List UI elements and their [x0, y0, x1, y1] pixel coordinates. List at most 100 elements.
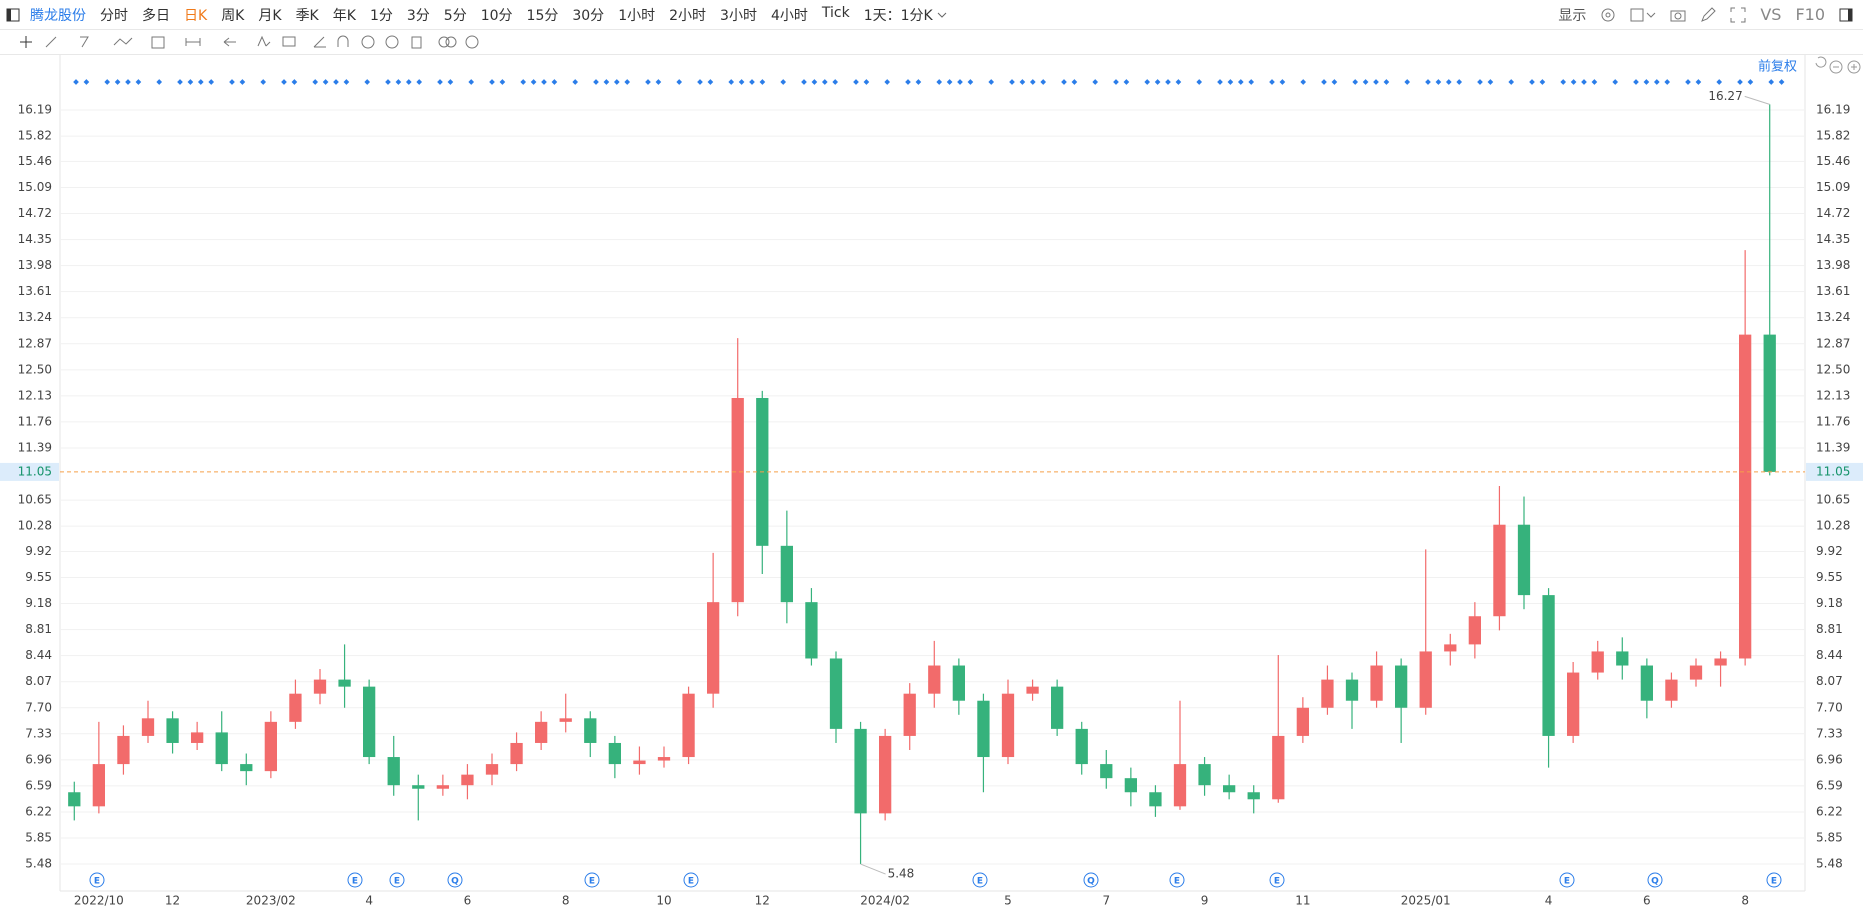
- event-marker[interactable]: [1559, 872, 1575, 888]
- period-button[interactable]: 季K: [295, 7, 319, 24]
- period-button[interactable]: 15分: [526, 7, 559, 24]
- event-marker[interactable]: [584, 872, 600, 888]
- period-button[interactable]: 1小时: [618, 7, 656, 24]
- period-button[interactable]: 周K: [221, 7, 245, 24]
- panel-toggle[interactable]: [1839, 8, 1853, 22]
- zoom-controls[interactable]: [1815, 56, 1861, 74]
- y-tick-label: 8.44: [25, 648, 52, 662]
- x-tick-label: 4: [365, 894, 373, 908]
- min-leader: [860, 863, 886, 875]
- adjust-label[interactable]: 前复权: [1758, 59, 1797, 75]
- news-dot: [1227, 79, 1234, 85]
- line-tool[interactable]: [45, 36, 57, 48]
- candle-body: [682, 693, 695, 758]
- x-tick-label: 5: [1004, 894, 1012, 908]
- measure-tool[interactable]: [185, 38, 201, 46]
- event-marker[interactable]: [972, 872, 988, 888]
- news-dot: [343, 79, 350, 85]
- y-tick-label-right: 15.09: [1816, 180, 1850, 194]
- news-dot: [655, 79, 662, 85]
- event-marker[interactable]: [683, 872, 699, 888]
- period-button[interactable]: 年K: [332, 7, 356, 24]
- reset-icon[interactable]: [1815, 56, 1827, 68]
- candle-body: [68, 792, 81, 807]
- magnet-tool[interactable]: [337, 35, 349, 47]
- news-dot: [73, 79, 79, 85]
- zoom-out[interactable]: [1829, 60, 1843, 74]
- period-button[interactable]: 2小时: [669, 7, 707, 24]
- period-button[interactable]: 1天：1分K: [863, 7, 933, 24]
- angle-tool[interactable]: [313, 36, 326, 48]
- candle-body: [387, 757, 400, 786]
- candle-body: [1616, 651, 1629, 666]
- period-button[interactable]: 多日: [142, 7, 170, 24]
- news-dot: [1196, 79, 1203, 85]
- delete-tool[interactable]: [411, 36, 422, 49]
- arrow-tool[interactable]: [223, 37, 236, 47]
- news-dot: [229, 79, 235, 85]
- note-tool[interactable]: [282, 36, 296, 47]
- event-marker[interactable]: [89, 872, 105, 888]
- event-marker[interactable]: [1647, 872, 1663, 888]
- period-button[interactable]: 日K: [184, 7, 208, 24]
- lock-tool[interactable]: [361, 35, 375, 49]
- layout-icon[interactable]: [1630, 7, 1656, 23]
- period-button[interactable]: 1分: [369, 7, 393, 24]
- news-dot: [541, 79, 547, 85]
- period-button[interactable]: 5分: [443, 7, 467, 24]
- y-tick-label: 12.13: [18, 388, 52, 402]
- period-button[interactable]: 分时: [100, 7, 128, 24]
- y-tick-label-right: 7.70: [1816, 700, 1843, 714]
- last-price-box: [0, 462, 59, 481]
- f10-button[interactable]: F10: [1795, 5, 1825, 24]
- y-tick-label: 7.33: [25, 726, 52, 740]
- period-button[interactable]: 3小时: [720, 7, 757, 24]
- event-marker[interactable]: [389, 872, 405, 888]
- stock-name[interactable]: 腾龙股份: [30, 7, 86, 24]
- dropdown-caret[interactable]: [937, 10, 947, 20]
- channel-tool[interactable]: [80, 36, 89, 48]
- period-button[interactable]: 4小时: [770, 7, 808, 24]
- event-marker[interactable]: [1169, 872, 1185, 888]
- event-label: E: [352, 877, 358, 887]
- period-button[interactable]: 3分: [406, 7, 430, 24]
- sidebar-toggle[interactable]: [6, 8, 20, 22]
- news-dot: [603, 79, 610, 85]
- fib-tool[interactable]: [151, 36, 165, 49]
- compare-tool[interactable]: [438, 36, 450, 48]
- y-tick-label-right: 15.82: [1816, 129, 1850, 143]
- y-tick-label-right: 13.98: [1816, 258, 1850, 272]
- news-dot: [645, 79, 651, 85]
- pen-icon[interactable]: [1700, 6, 1717, 23]
- event-marker[interactable]: [347, 872, 363, 888]
- camera-icon[interactable]: [1670, 7, 1686, 23]
- draw-settings[interactable]: [465, 35, 479, 49]
- x-tick-label: 9: [1201, 894, 1209, 908]
- event-marker[interactable]: [1269, 872, 1285, 888]
- text-tool[interactable]: [257, 35, 271, 47]
- news-dot: [1144, 79, 1151, 85]
- news-dot: [322, 79, 329, 85]
- zoom-in[interactable]: [1847, 60, 1861, 74]
- fullscreen-icon[interactable]: [1730, 7, 1746, 23]
- period-button[interactable]: 10分: [480, 7, 513, 24]
- period-button[interactable]: Tick: [821, 4, 850, 21]
- wave-tool[interactable]: [113, 37, 133, 46]
- periods: 分时 多日 日K 周K 月K 季K 年K 1分 3分 5分 10分 15分 30分 1小时 2小时 3小时 4小…: [86, 5, 933, 25]
- event-marker[interactable]: [447, 872, 463, 888]
- y-tick-label: 9.18: [25, 596, 52, 610]
- event-marker[interactable]: [1083, 872, 1099, 888]
- display-menu[interactable]: 显示: [1558, 7, 1587, 24]
- period-button[interactable]: 30分: [572, 7, 605, 24]
- news-dot: [1019, 79, 1026, 85]
- last-price-label: 11.05: [18, 464, 52, 478]
- vs-button[interactable]: VS: [1760, 5, 1782, 24]
- hide-tool[interactable]: [385, 35, 399, 49]
- candle-body: [854, 728, 867, 814]
- period-button[interactable]: 月K: [258, 7, 282, 24]
- news-dot: [1716, 79, 1723, 85]
- news-dot: [728, 79, 735, 85]
- settings-icon[interactable]: [1600, 7, 1616, 23]
- event-marker[interactable]: [1766, 872, 1782, 888]
- move-tool[interactable]: [20, 36, 32, 48]
